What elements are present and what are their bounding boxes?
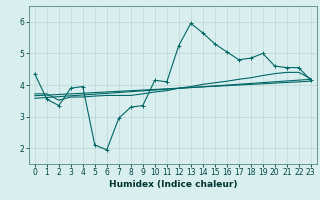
X-axis label: Humidex (Indice chaleur): Humidex (Indice chaleur) (108, 180, 237, 189)
